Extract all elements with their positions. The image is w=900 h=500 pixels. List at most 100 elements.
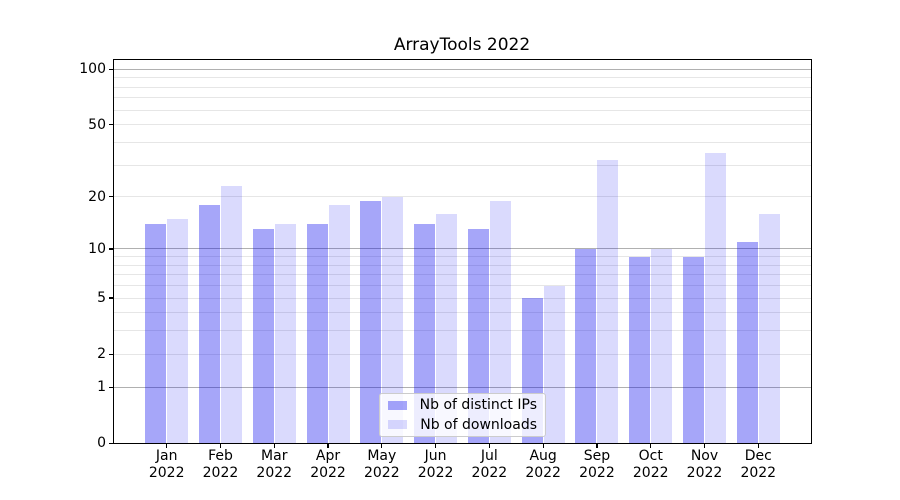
xtick-label-mar: Mar 2022 [238, 448, 310, 482]
bar-distinct-ips-feb [198, 204, 220, 444]
ytick-label-10: 10 [88, 240, 106, 257]
xtick-label-sep: Sep 2022 [561, 448, 633, 482]
xtick-month: Dec [744, 448, 772, 464]
xtick-mark-oct [650, 444, 652, 448]
chart-title: ArrayTools 2022 [393, 35, 531, 55]
xtick-year: 2022 [471, 465, 508, 481]
xtick-year: 2022 [740, 465, 777, 481]
xtick-month: Sep [583, 448, 611, 464]
bar-downloads-jan [167, 218, 189, 444]
bar-downloads-sep [597, 159, 619, 444]
ytick-mark-5 [108, 297, 113, 299]
ytick-label-1: 1 [97, 379, 106, 396]
bar-distinct-ips-mar [252, 229, 274, 444]
gridline-y-100 [113, 68, 811, 70]
xtick-mark-jun [435, 444, 437, 448]
gridline-y-50 [113, 124, 811, 126]
bar-distinct-ips-dec [736, 241, 758, 444]
xtick-month: Feb [208, 448, 233, 464]
bar-downloads-aug [543, 285, 565, 444]
xtick-label-dec: Dec 2022 [722, 448, 794, 482]
gridline-y-20 [113, 196, 811, 198]
ytick-mark-2 [108, 353, 113, 355]
ytick-mark-20 [108, 195, 113, 198]
ytick-label-2: 2 [97, 346, 106, 363]
legend-swatch-downloads [388, 420, 408, 430]
bar-distinct-ips-jun [414, 223, 436, 444]
gridline-y-6 [113, 285, 811, 287]
xtick-month: Mar [261, 448, 288, 464]
xtick-label-nov: Nov 2022 [669, 448, 741, 482]
gridline-y-3 [113, 330, 811, 332]
xtick-mark-nov [703, 444, 706, 448]
xtick-label-jun: Jun 2022 [400, 448, 472, 482]
bar-distinct-ips-jul [467, 229, 489, 444]
xtick-label-jul: Jul 2022 [453, 448, 525, 482]
bar-downloads-mar [274, 223, 296, 444]
xtick-mark-jul [488, 444, 490, 448]
xtick-year: 2022 [417, 465, 454, 481]
ytick-label-5: 5 [97, 290, 106, 307]
xtick-mark-dec [757, 444, 759, 448]
ytick-mark-0 [108, 442, 113, 444]
bar-distinct-ips-apr [306, 223, 328, 444]
gridline-y-2 [113, 353, 811, 355]
xtick-month: May [367, 448, 397, 464]
xtick-year: 2022 [525, 465, 561, 481]
xtick-year: 2022 [632, 465, 669, 481]
bar-downloads-dec [758, 213, 780, 444]
bar-distinct-ips-sep [575, 248, 597, 444]
bar-downloads-nov [705, 152, 726, 444]
xtick-month: Jan [155, 448, 178, 464]
xtick-mark-jan [166, 444, 168, 448]
xtick-mark-apr [327, 444, 329, 448]
gridline-y-30 [113, 164, 811, 166]
bar-distinct-ips-may [360, 200, 382, 444]
bar-distinct-ips-nov [683, 256, 704, 444]
xtick-year: 2022 [579, 465, 615, 481]
xtick-label-jan: Jan 2022 [131, 448, 203, 482]
legend: Nb of distinct IPs Nb of downloads [379, 393, 546, 437]
bar-downloads-may [382, 196, 404, 444]
gridline-y-7 [113, 274, 811, 276]
ytick-label-100: 100 [79, 61, 106, 78]
gridline-y-80 [113, 86, 811, 88]
xtick-mark-mar [273, 444, 275, 448]
xtick-month: Nov [690, 448, 719, 464]
xtick-label-apr: Apr 2022 [292, 448, 364, 482]
gridline-y-9 [113, 256, 811, 258]
ytick-mark-50 [108, 124, 113, 126]
xtick-mark-sep [596, 444, 598, 448]
xtick-mark-feb [219, 444, 222, 448]
xtick-month: Jul [480, 448, 498, 464]
gridline-y-60 [113, 109, 811, 111]
gridline-y-1 [113, 386, 811, 388]
ytick-mark-10 [108, 248, 113, 250]
xtick-year: 2022 [202, 465, 239, 481]
bar-distinct-ips-jan [145, 223, 167, 444]
xtick-month: Aug [529, 448, 557, 464]
legend-label-distinct-ips: Nb of distinct IPs [419, 397, 537, 414]
ytick-label-50: 50 [88, 116, 106, 133]
ytick-label-20: 20 [88, 188, 106, 205]
bar-downloads-oct [651, 248, 673, 444]
bar-distinct-ips-oct [629, 256, 651, 444]
xtick-mark-may [381, 444, 383, 448]
gridline-y-10 [113, 248, 811, 250]
ytick-label-0: 0 [97, 435, 106, 452]
xtick-label-oct: Oct 2022 [615, 448, 687, 482]
gridline-y-5 [113, 297, 811, 299]
legend-swatch-distinct-ips [388, 400, 407, 410]
bar-downloads-feb [220, 185, 242, 444]
xtick-year: 2022 [686, 465, 723, 481]
xtick-year: 2022 [148, 465, 185, 481]
ytick-mark-100 [108, 68, 113, 70]
gridline-y-4 [113, 312, 811, 314]
gridline-y-40 [113, 141, 811, 143]
bar-downloads-jul [489, 200, 511, 444]
xtick-month: Jun [424, 448, 447, 464]
xtick-year: 2022 [310, 465, 346, 481]
bar-downloads-jun [436, 213, 458, 444]
legend-entry-distinct-ips: Nb of distinct IPs [388, 397, 537, 414]
